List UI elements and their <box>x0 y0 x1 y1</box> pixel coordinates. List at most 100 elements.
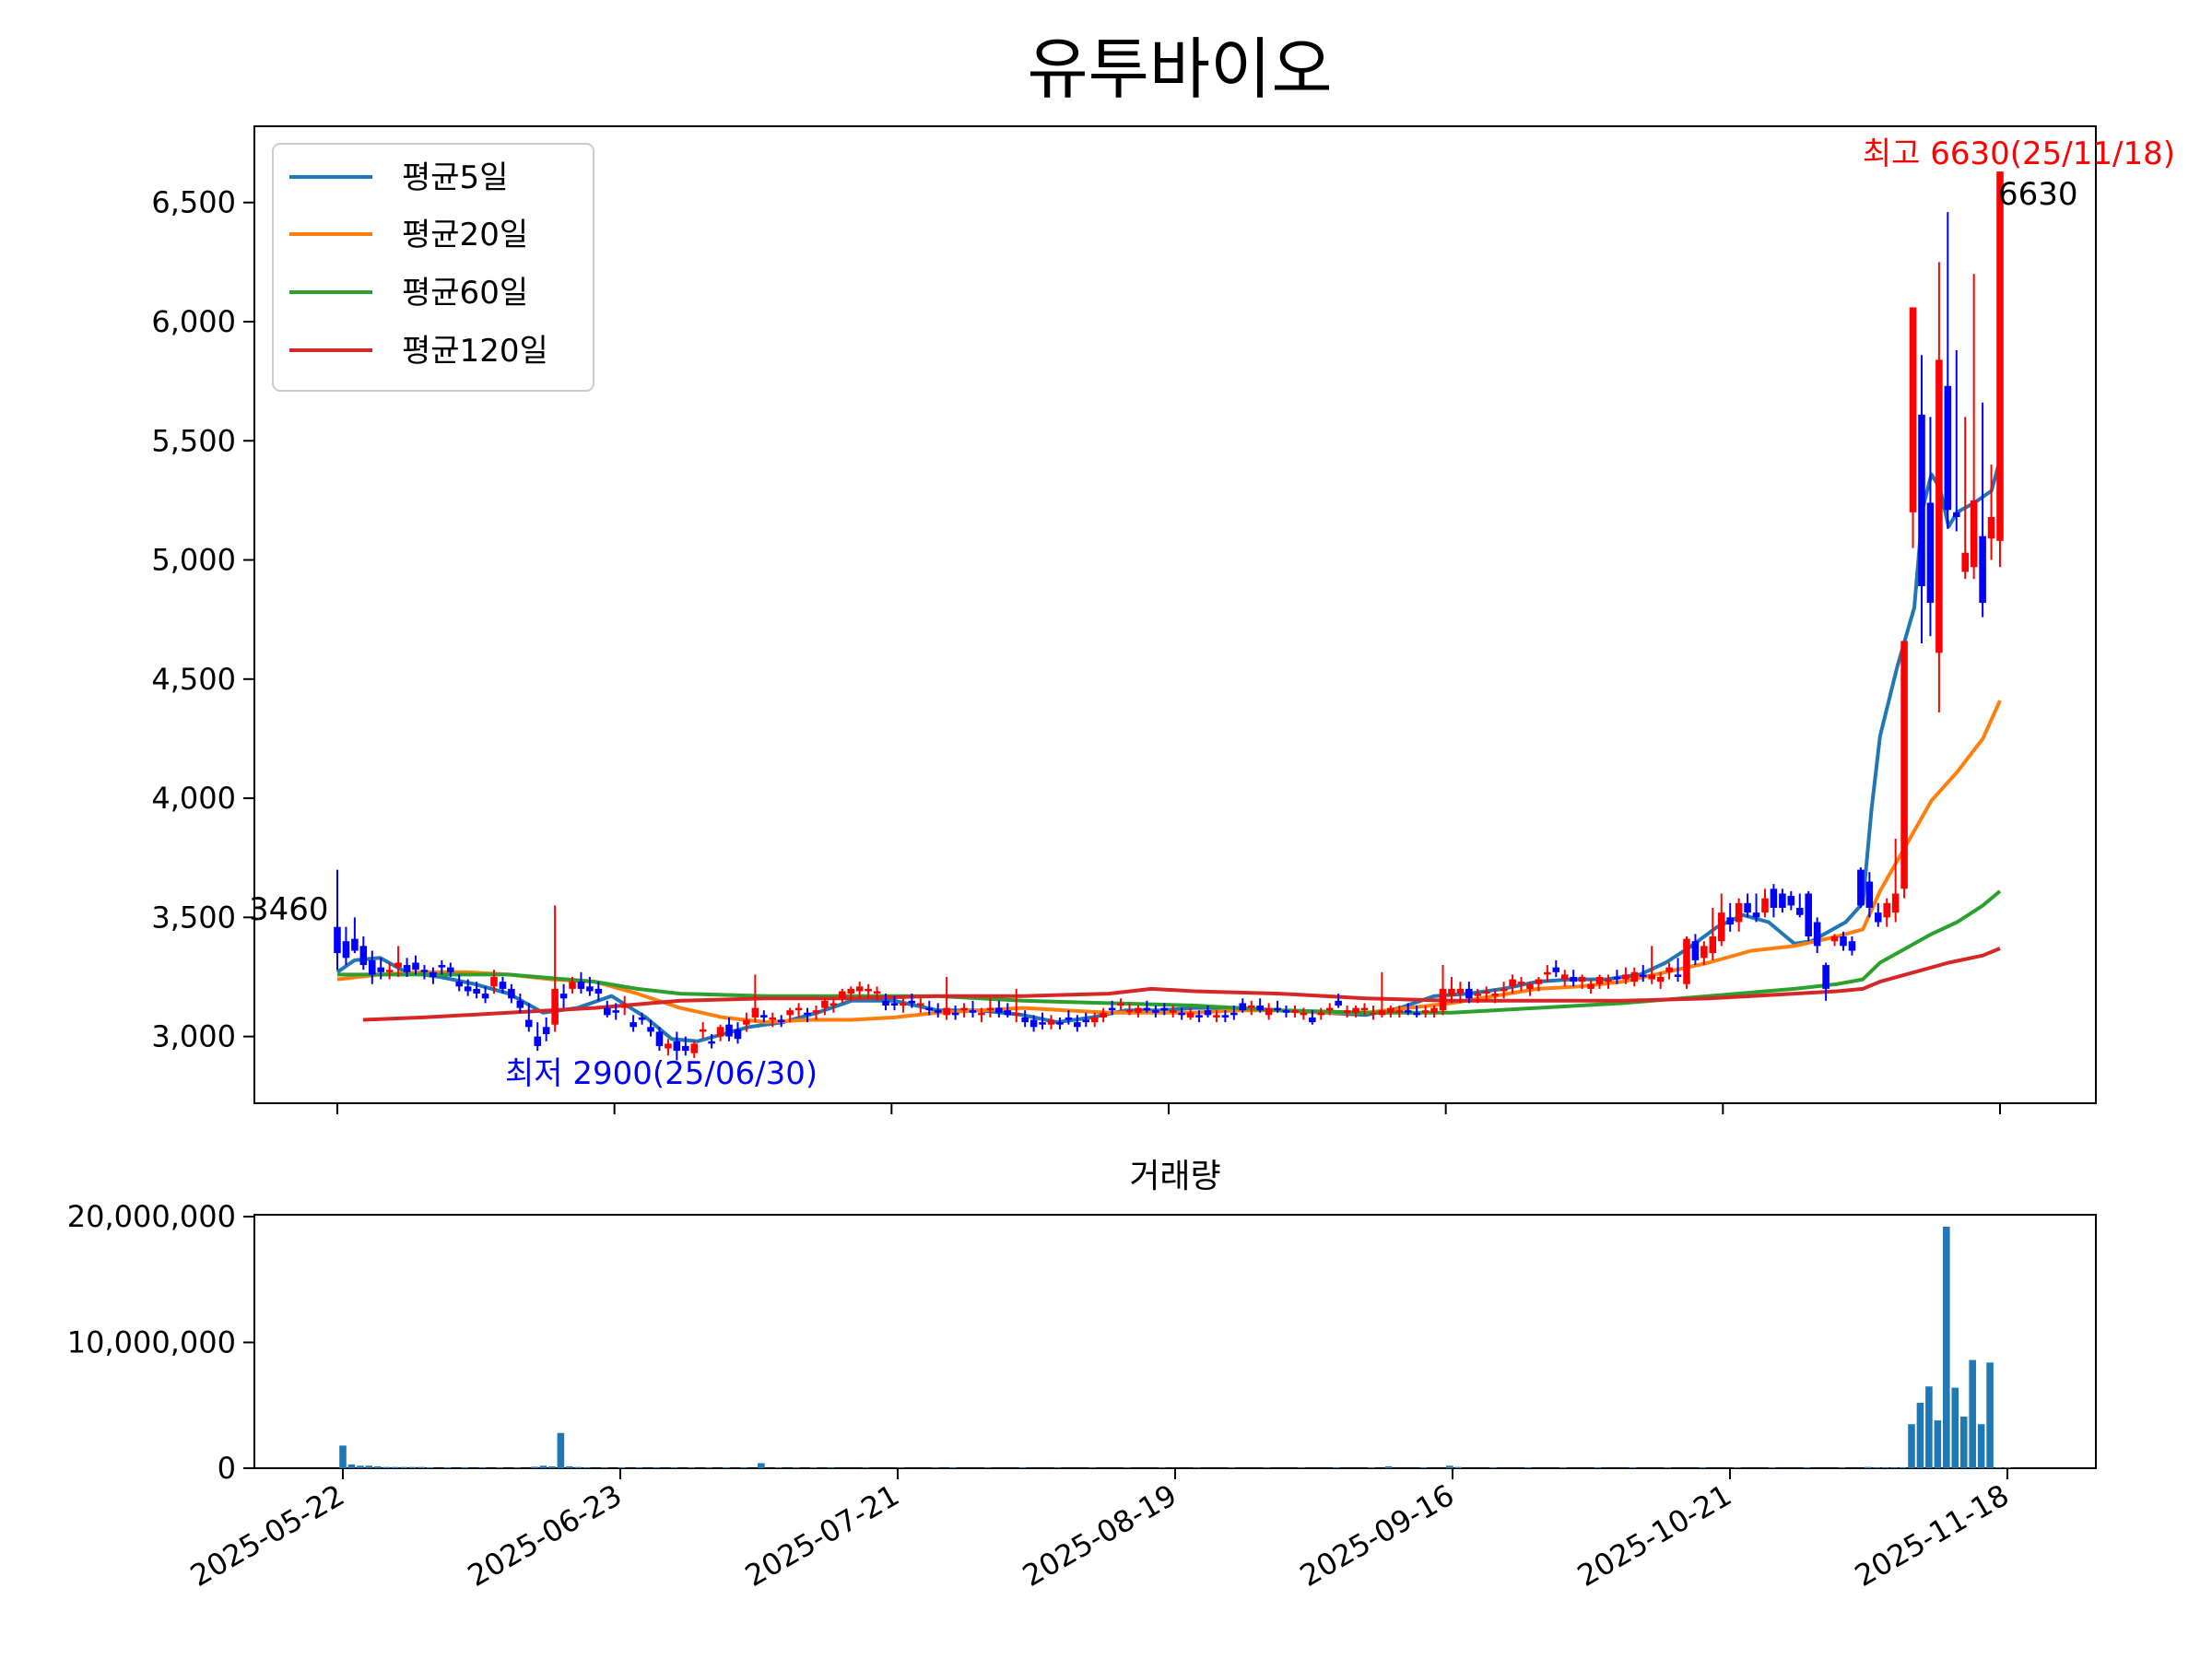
price-y-tick-label: 5,500 <box>151 423 236 458</box>
candle-up <box>1883 898 1890 927</box>
candle-body <box>1883 902 1890 918</box>
volume-bar <box>548 1465 556 1468</box>
volume-bar <box>600 1467 608 1468</box>
candle-body <box>490 976 498 987</box>
candle-body <box>629 1022 637 1028</box>
candle-body <box>385 970 394 972</box>
volume-bar <box>1943 1226 1950 1468</box>
candle-body <box>865 988 872 992</box>
candle-body <box>969 1010 977 1013</box>
candle-body <box>1805 893 1812 937</box>
candle-body <box>1587 983 1594 989</box>
candle-body <box>890 1003 899 1006</box>
candle-body <box>882 1000 889 1006</box>
candle-body <box>569 982 576 989</box>
ma-line-ma60 <box>337 889 2002 1015</box>
candle-body <box>1526 983 1534 989</box>
volume-bar <box>574 1466 582 1468</box>
volume-bar <box>461 1466 469 1468</box>
candle-down <box>1108 1000 1116 1016</box>
candle-down <box>334 869 341 971</box>
candle-down <box>559 983 568 1008</box>
candle-down <box>1865 872 1874 918</box>
candle-down <box>1178 1007 1185 1020</box>
candle-up <box>1125 1003 1134 1016</box>
x-date-tick-label: 2025-07-21 <box>739 1477 905 1594</box>
candle-down <box>1613 970 1621 984</box>
volume-bar <box>1664 1467 1672 1468</box>
candle-down <box>1944 212 1952 529</box>
candle-body <box>821 1000 829 1008</box>
candle-body <box>804 1012 811 1016</box>
volume-bar <box>1159 1467 1166 1468</box>
candle-down <box>1639 965 1647 982</box>
candle-up <box>1360 1003 1369 1016</box>
candle-body <box>665 1043 672 1049</box>
candle-up <box>1169 1006 1177 1018</box>
candle-body <box>1891 893 1900 913</box>
candle-body <box>1595 976 1604 984</box>
ma-line-ma5 <box>335 459 2002 1043</box>
candle-up <box>1317 1007 1325 1020</box>
candle-up <box>1482 986 1490 1001</box>
candle-body <box>1370 1012 1377 1015</box>
candle-body <box>760 1015 768 1018</box>
candle-body <box>1857 869 1865 906</box>
candle-body <box>1047 1019 1055 1025</box>
candle-down <box>594 982 603 1001</box>
candle-body <box>1186 1012 1194 1018</box>
volume-bars <box>339 1226 2011 1468</box>
candle-down <box>1204 1006 1212 1018</box>
volume-bar <box>426 1466 434 1468</box>
candle-body <box>1683 938 1690 984</box>
candle-down <box>1787 890 1795 911</box>
candle-up <box>873 986 881 1001</box>
candle-down <box>508 983 515 1004</box>
candle-down <box>1065 1010 1073 1025</box>
candle-body <box>594 988 603 994</box>
candle-up <box>1213 1010 1220 1023</box>
candle-body <box>812 1010 820 1013</box>
volume-bar <box>1959 1417 1968 1468</box>
candle-up <box>1996 171 2004 568</box>
candle-body <box>1874 912 1882 923</box>
candle-down <box>604 1000 611 1018</box>
price-y-tick-label: 4,000 <box>151 781 236 816</box>
candle-body <box>1169 1010 1177 1013</box>
volume-bar <box>740 1467 747 1468</box>
candle-down <box>1570 970 1577 987</box>
candle-down <box>473 982 480 999</box>
candle-up <box>900 998 907 1013</box>
candle-up <box>1761 888 1769 918</box>
volume-bar <box>513 1467 521 1468</box>
volume-bar <box>339 1445 347 1468</box>
candle-body <box>1325 1007 1334 1011</box>
candle-down <box>499 976 507 994</box>
volume-bar <box>382 1466 391 1468</box>
candle-body <box>499 982 507 989</box>
candle-down <box>951 1006 959 1020</box>
candle-up <box>1387 1006 1394 1018</box>
candle-down <box>682 1036 689 1056</box>
volume-bar <box>1916 1403 1924 1468</box>
candle-down <box>1413 1006 1420 1018</box>
candle-up <box>1560 970 1569 987</box>
candle-down <box>464 979 472 996</box>
candle-up <box>1247 1000 1255 1016</box>
candle-body <box>1544 971 1551 975</box>
candle-body <box>377 967 385 972</box>
candle-down <box>1335 994 1342 1008</box>
legend-label-ma5: 평균5일 <box>402 159 508 196</box>
candle-body <box>1840 936 1847 947</box>
volume-bar <box>1629 1467 1637 1468</box>
candle-up <box>1526 982 1534 996</box>
candle-body <box>855 986 864 992</box>
volume-bar <box>1018 1467 1027 1468</box>
candle-body <box>830 1003 838 1006</box>
candle-body <box>1291 1010 1299 1013</box>
candle-down <box>725 1017 733 1041</box>
candle-up <box>960 1003 968 1018</box>
candle-body <box>647 1027 654 1032</box>
candle-up <box>917 998 924 1013</box>
volume-y-tick-label: 20,000,000 <box>67 1199 236 1234</box>
